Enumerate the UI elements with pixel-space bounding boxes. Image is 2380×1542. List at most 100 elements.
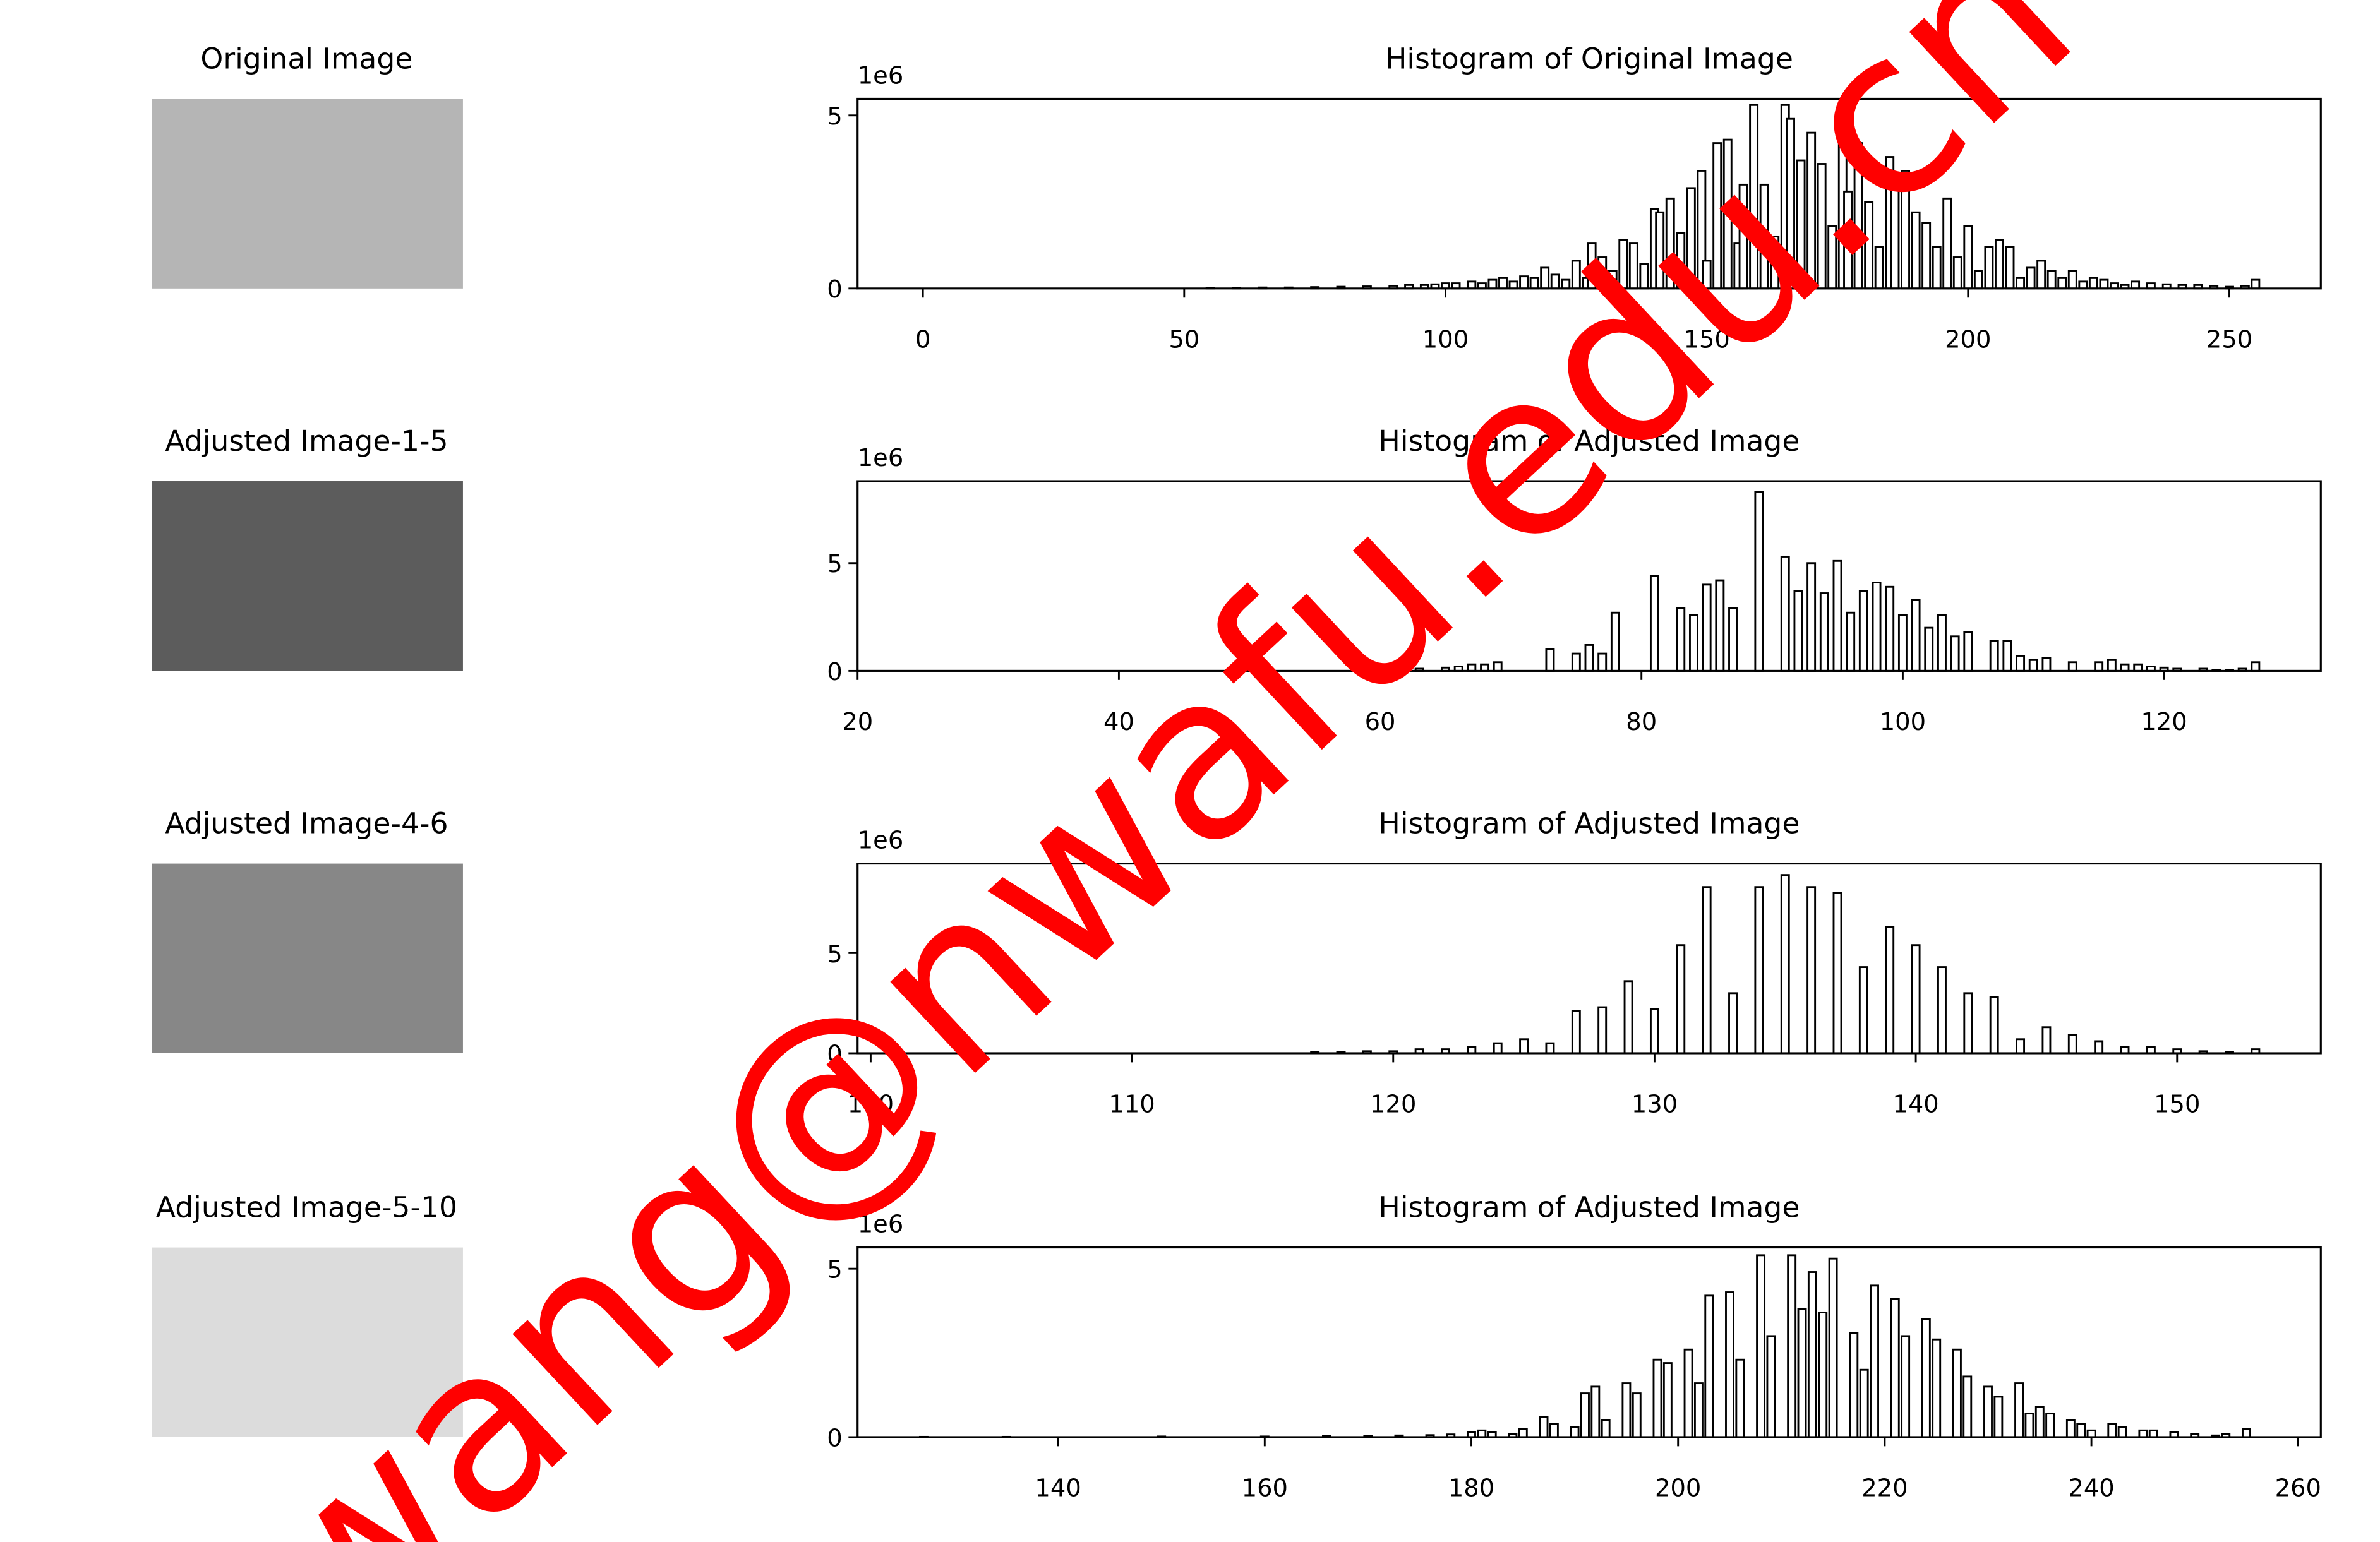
x-tick-label: 250 — [2206, 326, 2252, 354]
bar — [1993, 1396, 2004, 1438]
bar — [1662, 1362, 1673, 1438]
offset-label: 1e6 — [858, 1210, 904, 1239]
x-tick-label: 0 — [915, 326, 930, 354]
bar — [1545, 648, 1555, 672]
bar — [2016, 277, 2026, 290]
bar — [1932, 1338, 1942, 1438]
bar — [1859, 1368, 1869, 1438]
bar — [1807, 1271, 1817, 1438]
axes-frame — [856, 97, 2322, 290]
bar — [1832, 559, 1842, 672]
image — [152, 863, 463, 1053]
bar — [2107, 659, 2117, 672]
bar — [1849, 1332, 1859, 1438]
bar — [1780, 874, 1790, 1055]
x-tick-label: 140 — [1035, 1474, 1081, 1503]
x-tick-label: 150 — [2154, 1091, 2200, 1119]
bar — [2076, 1423, 2086, 1438]
x-tick-label: 110 — [1109, 1091, 1155, 1119]
bar — [1488, 278, 1498, 290]
bar — [1963, 225, 1973, 290]
x-tick-label: 150 — [1683, 326, 1729, 354]
bar — [1787, 1254, 1797, 1438]
bar — [2034, 1406, 2045, 1438]
bar — [1870, 1284, 1879, 1438]
bar — [2024, 1413, 2034, 1438]
y-tick-label: 0 — [827, 1040, 842, 1068]
bar — [2014, 1382, 2024, 1438]
bar — [2251, 278, 2261, 290]
bar — [2057, 277, 2067, 290]
x-tick-label: 120 — [1370, 1091, 1416, 1119]
bar — [2067, 270, 2077, 290]
y-tick-label: 0 — [827, 658, 842, 686]
bar — [1754, 491, 1764, 672]
bar — [1493, 661, 1503, 672]
bar — [1962, 1375, 1973, 1438]
bar — [2036, 260, 2046, 290]
bar — [1728, 607, 1738, 672]
x-tick-label: 220 — [1861, 1474, 1908, 1503]
image-title: Original Image — [200, 42, 412, 75]
bar — [1632, 1392, 1642, 1438]
bar — [1872, 582, 1882, 672]
bar — [1571, 1010, 1581, 1055]
bar — [1728, 992, 1738, 1055]
bar — [1890, 1298, 1900, 1438]
x-tick-label: 60 — [1365, 708, 1396, 736]
axes-frame — [856, 1246, 2322, 1438]
bar — [1828, 1257, 1838, 1438]
chart-title: Histogram of Original Image — [1385, 42, 1793, 75]
bar — [1973, 270, 1983, 290]
bar — [2041, 1026, 2052, 1055]
x-tick-label: 120 — [2141, 708, 2187, 736]
bar — [2117, 1426, 2127, 1438]
bar — [1597, 1006, 1608, 1055]
bar — [1601, 1419, 1611, 1438]
bar — [1756, 1254, 1766, 1438]
image — [152, 99, 463, 289]
bar — [1780, 556, 1790, 672]
bar — [1649, 575, 1659, 672]
bar — [1983, 1385, 1993, 1438]
bar — [2041, 657, 2052, 672]
bar — [2131, 280, 2141, 290]
bar — [1901, 1335, 1911, 1438]
bar — [1725, 1291, 1734, 1438]
bar — [1911, 599, 1921, 672]
bar — [2086, 1429, 2096, 1438]
bar — [1689, 614, 1698, 672]
bar — [2016, 1038, 2026, 1055]
bar — [1693, 1382, 1704, 1438]
bar — [1570, 1426, 1580, 1438]
bar — [2088, 277, 2098, 290]
axes-frame — [856, 480, 2322, 672]
bar — [2242, 1428, 2251, 1438]
bar — [1715, 579, 1725, 672]
image-title: Adjusted Image-5-10 — [156, 1191, 457, 1224]
x-tick-label: 130 — [1632, 1091, 1678, 1119]
bar — [1702, 583, 1712, 672]
bar — [1571, 652, 1581, 672]
bar — [1832, 892, 1842, 1055]
x-tick-label: 240 — [2068, 1474, 2114, 1503]
image-title: Adjusted Image-4-6 — [165, 807, 448, 840]
bar — [2099, 278, 2109, 290]
bar — [1995, 239, 2004, 290]
bar — [1858, 966, 1868, 1055]
bar — [2067, 661, 2077, 672]
bar — [1649, 1008, 1659, 1055]
bar — [1477, 1429, 1487, 1438]
bar — [1590, 1385, 1601, 1438]
chart-title: Histogram of Adjusted Image — [1379, 424, 1800, 458]
bar — [2067, 1034, 2077, 1055]
bar — [2045, 1413, 2055, 1438]
bar — [1984, 246, 1994, 290]
x-tick-label: 200 — [1945, 326, 1991, 354]
x-tick-label: 50 — [1169, 326, 1199, 354]
bar — [1937, 966, 1947, 1055]
x-tick-label: 200 — [1655, 1474, 1701, 1503]
bar — [1549, 1423, 1559, 1438]
bar — [1846, 611, 1856, 672]
